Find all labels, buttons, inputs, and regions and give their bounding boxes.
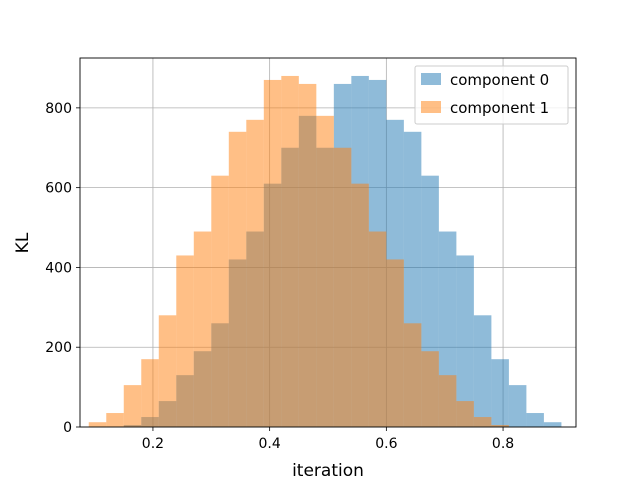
- bar-component-1: [158, 315, 177, 427]
- bar-component-1: [263, 79, 282, 427]
- bar-component-0: [491, 359, 509, 427]
- bar-component-1: [491, 425, 509, 427]
- x-tick-label: 0.2: [142, 436, 164, 452]
- series-component-1: [88, 75, 509, 428]
- bar-component-1: [351, 183, 369, 427]
- bar-component-0: [473, 315, 492, 427]
- bar-component-1: [193, 231, 212, 427]
- legend-label-component-1: component 1: [450, 99, 549, 117]
- y-tick-label: 200: [45, 340, 72, 356]
- y-tick-label: 600: [45, 181, 72, 197]
- bar-component-1: [473, 417, 492, 427]
- legend-box: [414, 65, 569, 125]
- y-tick-label: 400: [45, 260, 72, 276]
- histogram-bars: [88, 75, 562, 428]
- bar-component-1: [88, 422, 107, 427]
- bar-component-0: [508, 385, 527, 427]
- x-tick-label: 0.4: [259, 436, 281, 452]
- bar-component-0: [526, 413, 544, 427]
- legend: component 0 component 1: [414, 65, 569, 125]
- legend-label-component-0: component 0: [450, 71, 549, 89]
- bar-component-1: [228, 131, 247, 428]
- bar-component-1: [106, 413, 124, 427]
- y-tick-label: 800: [45, 101, 72, 117]
- bar-component-1: [368, 231, 387, 427]
- bar-component-1: [123, 385, 142, 427]
- legend-swatch-component-1: [421, 101, 441, 113]
- bar-component-1: [421, 351, 439, 427]
- x-tick-label: 0.8: [492, 436, 514, 452]
- bar-component-1: [141, 359, 159, 427]
- legend-swatch-component-0: [421, 73, 441, 85]
- bar-component-0: [543, 422, 562, 427]
- bar-component-1: [456, 401, 474, 427]
- x-axis-title: iteration: [292, 461, 364, 480]
- bar-component-1: [281, 75, 299, 427]
- bar-component-1: [386, 259, 404, 427]
- y-axis-title: KL: [13, 232, 33, 253]
- bar-component-1: [176, 255, 194, 427]
- axis-ticks: 0.2 0.4 0.6 0.8 0 200 400 600 800: [45, 101, 514, 452]
- bar-component-1: [211, 175, 229, 427]
- x-tick-label: 0.6: [375, 436, 397, 452]
- bar-component-1: [333, 147, 352, 427]
- bar-component-1: [246, 119, 264, 428]
- plot-frame: [79, 57, 577, 428]
- bar-component-1: [403, 323, 422, 427]
- bar-component-1: [438, 375, 457, 427]
- y-tick-label: 0: [63, 420, 72, 436]
- bar-component-1: [316, 115, 334, 427]
- bar-component-0: [456, 255, 474, 427]
- bar-component-1: [298, 83, 317, 427]
